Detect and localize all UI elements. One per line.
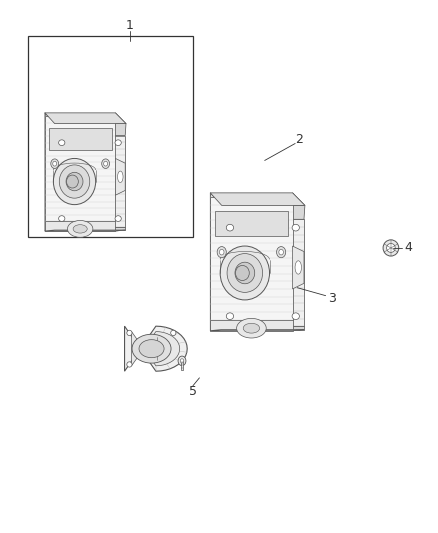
Ellipse shape [243,324,260,333]
Polygon shape [210,193,305,205]
Ellipse shape [180,359,184,363]
Polygon shape [222,326,304,329]
Ellipse shape [115,216,121,221]
Text: 3: 3 [328,292,336,305]
Polygon shape [210,329,304,330]
Ellipse shape [292,313,300,319]
Ellipse shape [226,313,233,319]
Ellipse shape [226,224,233,231]
Text: 2: 2 [296,133,304,146]
Ellipse shape [227,254,263,293]
Ellipse shape [102,159,110,168]
Ellipse shape [292,224,300,231]
Ellipse shape [115,140,121,146]
Ellipse shape [59,140,65,146]
Ellipse shape [53,158,95,205]
Polygon shape [210,197,293,319]
Ellipse shape [67,175,78,188]
Ellipse shape [295,261,301,274]
Polygon shape [45,113,116,116]
Polygon shape [49,128,112,150]
Ellipse shape [237,318,266,338]
Ellipse shape [178,356,186,366]
Polygon shape [45,116,116,221]
Polygon shape [210,319,293,330]
Polygon shape [45,230,125,231]
Ellipse shape [220,246,269,300]
Polygon shape [222,219,304,326]
Ellipse shape [132,334,171,363]
Polygon shape [45,113,55,231]
Polygon shape [55,135,125,227]
Ellipse shape [127,330,132,336]
Polygon shape [293,246,304,289]
Polygon shape [131,332,180,366]
Ellipse shape [104,161,108,166]
Ellipse shape [219,249,224,255]
Polygon shape [210,193,222,330]
Polygon shape [215,211,288,236]
Polygon shape [55,124,126,135]
Ellipse shape [73,225,87,233]
Polygon shape [210,193,293,197]
Bar [28,36,193,237]
Ellipse shape [171,330,176,336]
Ellipse shape [67,221,93,237]
Polygon shape [45,221,116,231]
Ellipse shape [236,265,249,280]
Ellipse shape [117,171,123,182]
Polygon shape [222,205,305,219]
Ellipse shape [59,216,65,221]
Ellipse shape [217,247,226,258]
Text: 1: 1 [126,19,134,32]
Polygon shape [116,158,125,195]
Text: 4: 4 [404,241,412,254]
Ellipse shape [127,362,132,367]
Ellipse shape [383,240,399,256]
Ellipse shape [279,249,283,255]
Ellipse shape [51,159,59,168]
Ellipse shape [53,161,57,166]
Polygon shape [55,227,125,230]
Polygon shape [45,113,126,124]
Ellipse shape [276,247,286,258]
Text: 5: 5 [189,385,197,398]
Ellipse shape [139,340,164,358]
Polygon shape [124,326,187,371]
Ellipse shape [235,262,255,284]
Ellipse shape [387,244,395,253]
Bar [181,361,184,370]
Ellipse shape [66,172,83,191]
Ellipse shape [59,165,90,198]
